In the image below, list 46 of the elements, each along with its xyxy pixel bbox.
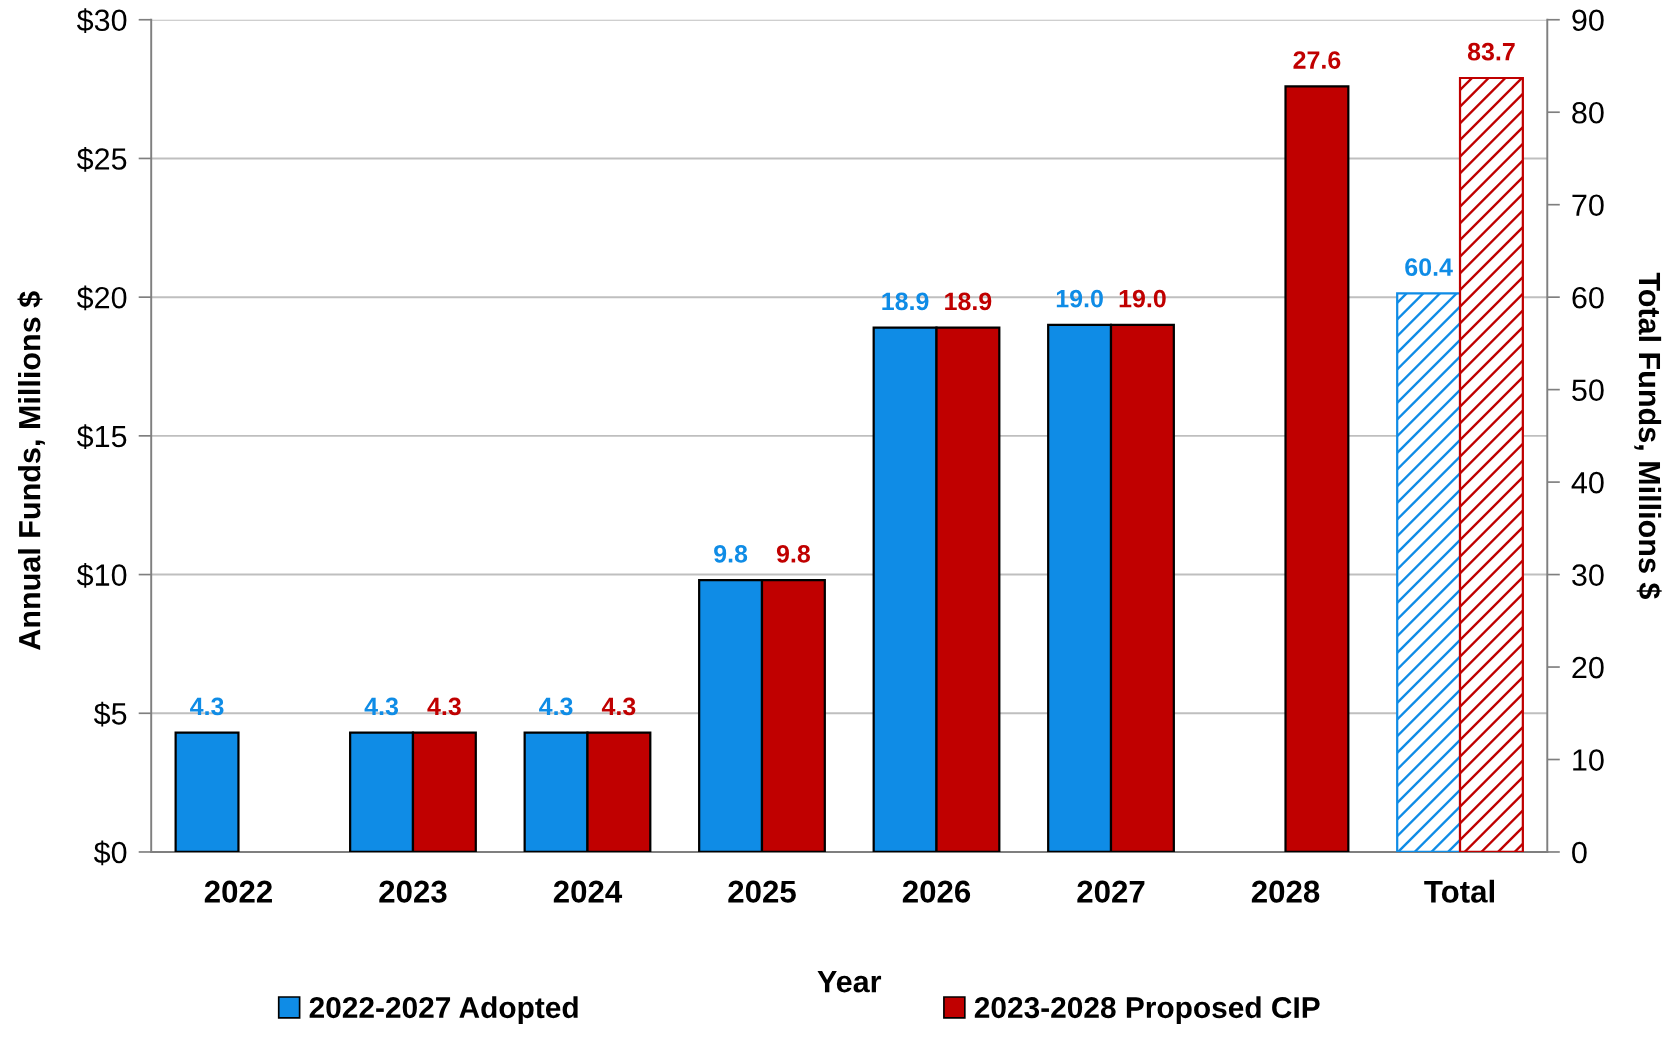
y2-tick-label: 10 — [1573, 749, 1604, 771]
x-tick-label: 2025 — [728, 880, 796, 903]
y2-tick-label: 0 — [1572, 841, 1587, 864]
y-tick-label: $25 — [76, 146, 127, 172]
data-label: 18.9 — [882, 292, 929, 311]
y2-tick-label: 70 — [1572, 194, 1604, 217]
y-tick-label: $20 — [76, 285, 127, 311]
legend-label: 2023-2028 Proposed CIP — [974, 996, 1320, 1025]
y2-tick-label: 80 — [1572, 101, 1604, 124]
bar — [1284, 85, 1350, 852]
data-label: 18.9 — [945, 292, 992, 311]
data-label: 4.3 — [601, 697, 636, 716]
data-label: 19.0 — [1056, 289, 1103, 308]
data-label: 27.6 — [1293, 51, 1341, 69]
data-label: 19.0 — [1119, 289, 1166, 308]
y-tick-label: $15 — [76, 424, 127, 450]
y2-axis-title: Total Funds, Millions $ — [1634, 272, 1662, 599]
y2-tick-label: 40 — [1571, 471, 1604, 494]
x-tick-label: 2023 — [379, 880, 447, 903]
y-tick-label: $10 — [76, 563, 127, 588]
data-label: 4.3 — [190, 697, 224, 716]
y2-tick-label: 60 — [1572, 286, 1604, 309]
y2-tick-label: 20 — [1572, 656, 1604, 679]
data-label: 60.4 — [1405, 258, 1453, 277]
data-label: 4.3 — [539, 697, 573, 716]
data-label: 83.7 — [1467, 42, 1515, 61]
legend-label: 2022-2027 Adopted — [309, 996, 578, 1025]
x-tick-label: Total — [1424, 879, 1494, 903]
x-tick-label: 2026 — [902, 880, 971, 903]
data-label: 9.8 — [776, 544, 811, 563]
y-axis-title: Annual Funds, Millions $ — [17, 291, 45, 650]
y2-tick-label: 90 — [1572, 9, 1604, 32]
data-label: 4.3 — [427, 697, 461, 716]
y-tick-label: $0 — [93, 840, 127, 866]
y-tick-label: $30 — [76, 8, 127, 33]
y2-tick-label: 50 — [1572, 379, 1604, 401]
y2-tick-label: 30 — [1572, 564, 1604, 586]
data-label: 4.3 — [364, 697, 399, 716]
x-tick-label: 2022 — [204, 880, 272, 903]
x-tick-label: 2027 — [1077, 880, 1145, 903]
x-axis-title: Year — [817, 971, 882, 993]
y-tick-label: $5 — [93, 701, 127, 727]
x-tick-label: 2024 — [553, 880, 623, 903]
data-label: 9.8 — [714, 544, 748, 563]
bar — [174, 731, 240, 852]
x-tick-label: 2028 — [1251, 880, 1320, 903]
